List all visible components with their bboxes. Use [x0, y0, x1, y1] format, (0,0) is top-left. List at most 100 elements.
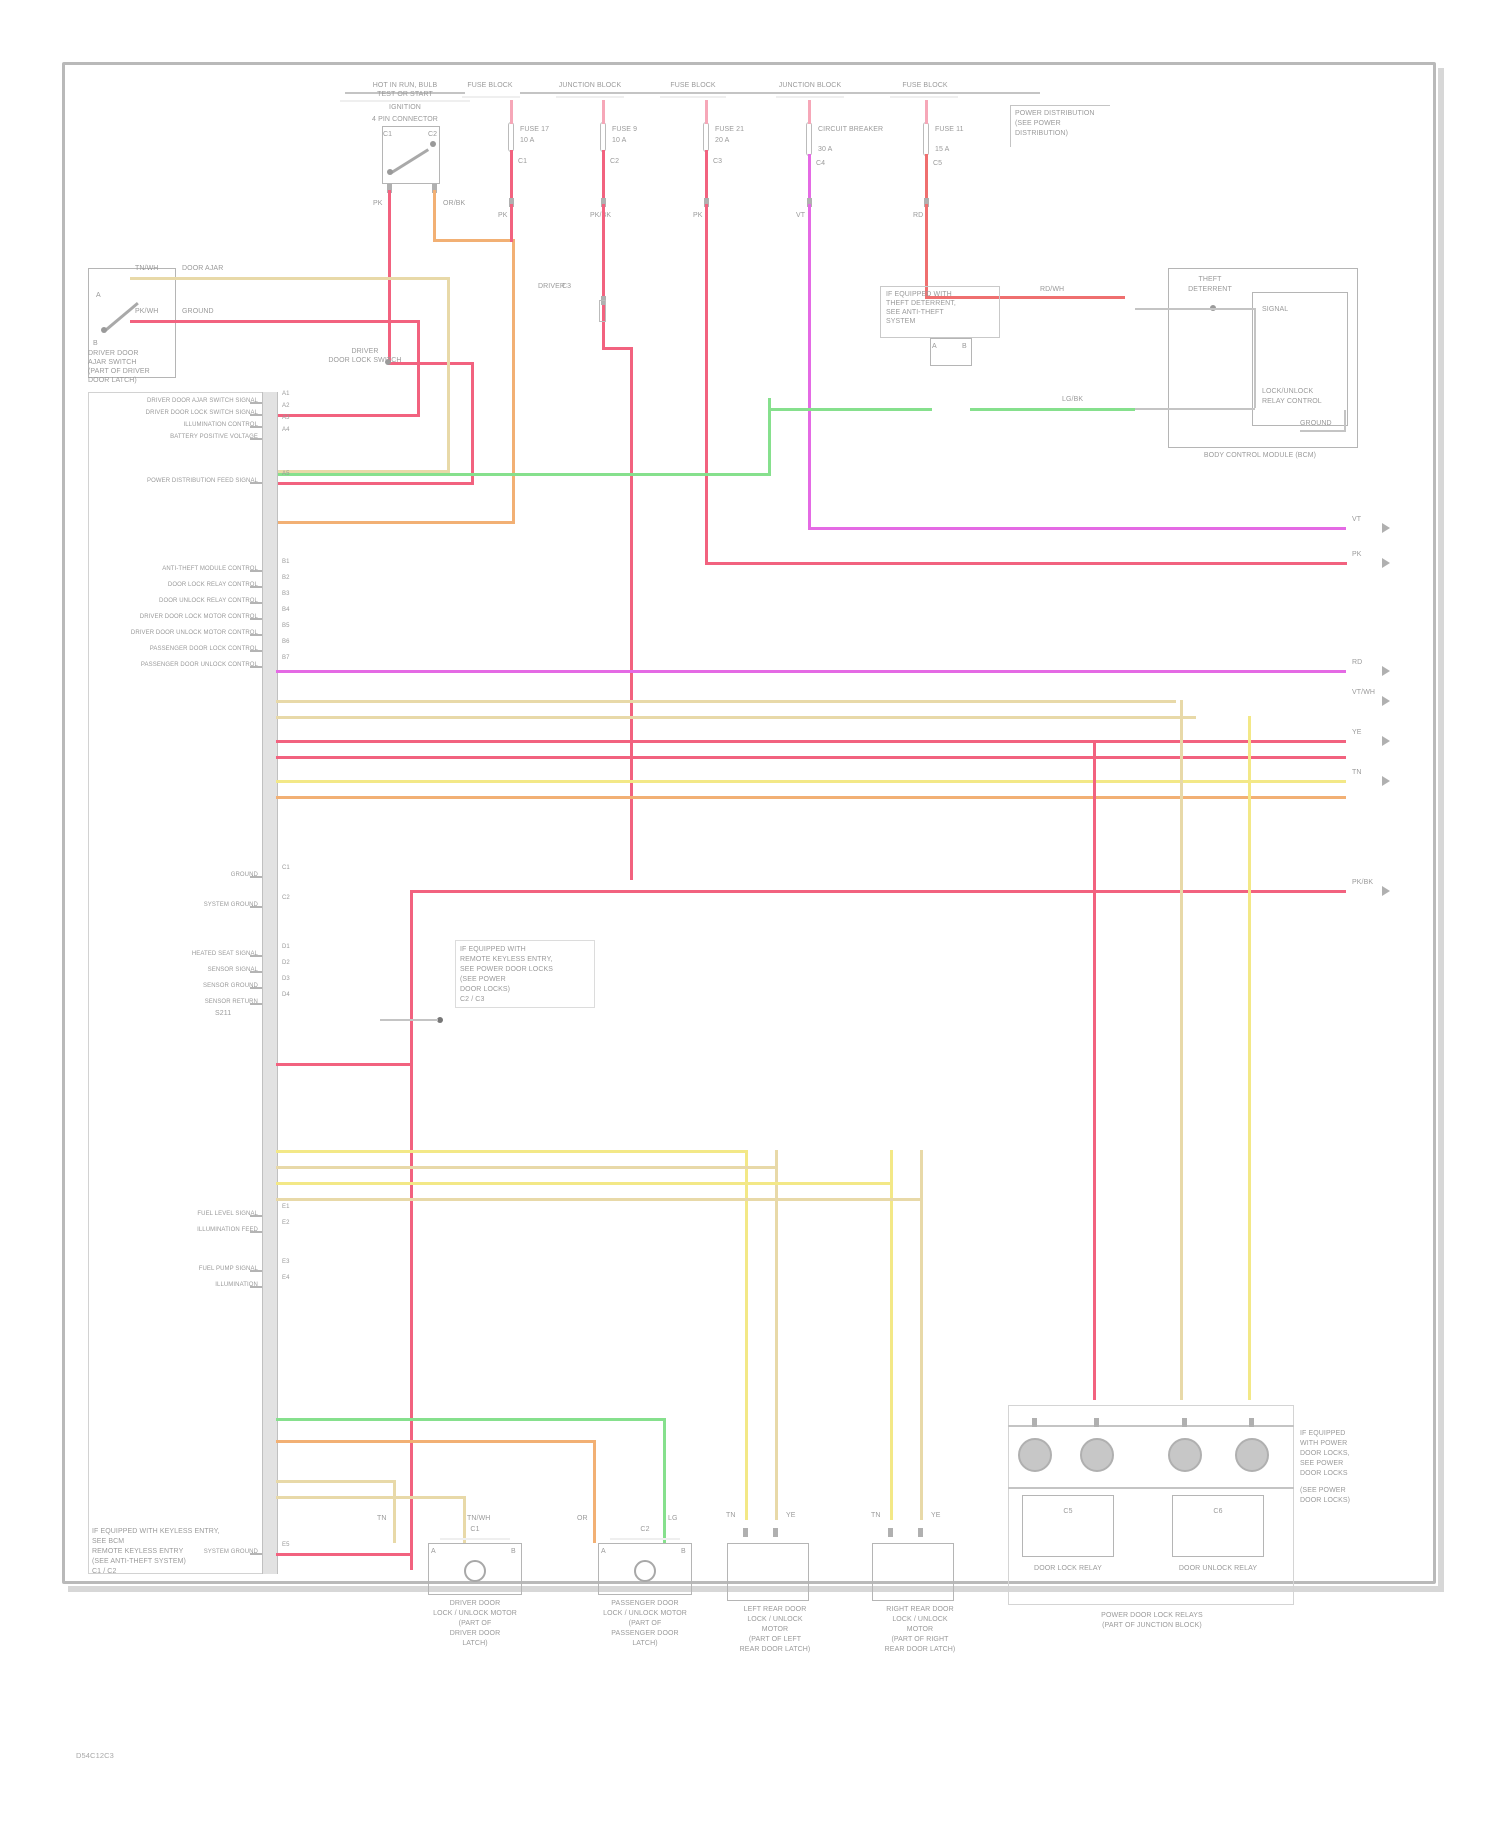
ignition-switch-contact [430, 141, 436, 147]
wire-yellow-bcm-out-2 [276, 1182, 891, 1185]
right-exit-arrow-icon [1382, 523, 1390, 533]
ignition-sub: IGNITION [389, 104, 421, 111]
fuse3-wire-down [705, 204, 708, 564]
bcm-footer-1: IF EQUIPPED WITH KEYLESS ENTRY, [92, 1528, 220, 1535]
fuse5-rule [890, 96, 958, 98]
fuse2-name: FUSE 9 [612, 126, 638, 133]
comp2-name-1: PASSENGER DOOR [611, 1600, 679, 1607]
theft-note-3: SEE ANTI-THEFT [886, 309, 944, 316]
wire-pink-ajar-down [417, 320, 420, 416]
fuse2-wire-down [602, 204, 605, 348]
comp1-conn-label: C1 [470, 1526, 480, 1533]
bcm-pin-tick [250, 402, 262, 404]
bcm-pin-tick [250, 1003, 262, 1005]
fuse3-name: FUSE 21 [715, 126, 745, 133]
wire-green-right [970, 408, 1135, 411]
bcm-right-sig-1: SIGNAL [1262, 306, 1289, 313]
bcm-pin-number: B1 [282, 559, 290, 565]
bcm-pin-label: PASSENGER DOOR LOCK CONTROL [149, 646, 258, 652]
right-exit-arrow-icon [1382, 558, 1390, 568]
comp2-name-2: LOCK / UNLOCK MOTOR [603, 1610, 687, 1617]
relay-side-note-7: DOOR LOCKS) [1300, 1497, 1351, 1504]
bcm-pin-label: POWER DISTRIBUTION FEED SIGNAL [146, 478, 258, 484]
relay-1-box [1022, 1495, 1114, 1557]
theft-green-label: LG/BK [1062, 396, 1084, 403]
bcm-pin-label: DRIVER DOOR UNLOCK MOTOR CONTROL [130, 630, 258, 636]
bcm-pin-number: B7 [282, 655, 290, 661]
comp1-connector-box [428, 1543, 522, 1595]
bcm-pin-label: HEATED SEAT SIGNAL [191, 951, 258, 957]
comp2-wire-left-label: OR [577, 1515, 588, 1522]
bcm-pin-label: PASSENGER DOOR UNLOCK CONTROL [140, 662, 258, 668]
relay-term-3 [1182, 1418, 1187, 1427]
bcm-right-sig-4: GROUND [1300, 420, 1332, 427]
fuse3-amp: 20 A [715, 137, 730, 144]
fuse4-wire-down [808, 204, 811, 529]
ignition-switch-pivot [387, 169, 393, 175]
center-note-5: DOOR LOCKS) [460, 986, 511, 993]
right-exit-arrow-icon [1382, 886, 1390, 896]
center-splice-label: S211 [215, 1010, 232, 1017]
bcm-pin-label: ILLUMINATION FEED [197, 1227, 258, 1233]
bcm-pin-number: D3 [282, 976, 290, 982]
bcm-pin-tick [250, 438, 262, 440]
wire-tan-lower-2 [276, 1496, 466, 1499]
relay-2-name: DOOR UNLOCK RELAY [1178, 1565, 1258, 1572]
bcm-pin-label: GROUND [230, 872, 258, 878]
comp3-wire-left-label: TN [726, 1512, 736, 1519]
wire-bundle-tan-1 [276, 700, 1176, 703]
door-ajar-title-2: AJAR SWITCH [88, 359, 137, 366]
bcm-pin-number: E1 [282, 1204, 290, 1210]
door-ajar-title-3: (PART OF DRIVER [88, 368, 150, 375]
bcm-pin-tick [250, 971, 262, 973]
fuse5-amp: 15 A [935, 146, 950, 153]
top-bus-line-left [345, 92, 465, 94]
wire-orange-lower [276, 1440, 596, 1443]
bcm-pin-tick [250, 1286, 262, 1288]
ignition-pin-left-label: C1 [383, 131, 393, 138]
fuse1-feed [510, 100, 513, 124]
door-ajar-title-4: DOOR LATCH) [88, 377, 137, 384]
center-note-6: C2 / C3 [460, 996, 485, 1003]
fuse2-amp: 10 A [612, 137, 627, 144]
right-exit-label: YE [1352, 729, 1362, 736]
riser-tan-rr [920, 1150, 923, 1520]
fuse3-terminal [704, 198, 709, 207]
fuse5-header: FUSE BLOCK [902, 82, 948, 89]
wire-bundle-tan-2 [276, 716, 1196, 719]
comp4-connector-box [872, 1543, 954, 1601]
right-exit-label: PK [1352, 551, 1362, 558]
comp1-name-1: DRIVER DOOR [449, 1600, 501, 1607]
bcm-pin-label: BATTERY POSITIVE VOLTAGE [170, 434, 258, 440]
comp2-name-4: PASSENGER DOOR [611, 1630, 679, 1637]
wire-pink-to-right-1 [705, 562, 1347, 565]
bcm-pin-tick [250, 876, 262, 878]
fuse3-out [705, 150, 708, 202]
comp4-wire-left-label: TN [871, 1512, 881, 1519]
right-exit-label: TN [1352, 769, 1362, 776]
bcm-right-sig-3: RELAY CONTROL [1262, 398, 1322, 405]
ignition-wire-right-label: OR/BK [443, 200, 466, 207]
fuse2-rule [556, 96, 624, 98]
bcm-pin-number: E3 [282, 1259, 290, 1265]
wire-red-to-module [925, 296, 1125, 299]
theft-note-box [880, 286, 1000, 338]
wire-tan-bcm-out [276, 1166, 776, 1169]
bcm-pin-tick [250, 955, 262, 957]
wire-violet-to-right [808, 527, 1346, 530]
comp4-name-4: (PART OF RIGHT [891, 1636, 949, 1643]
comp4-name-5: REAR DOOR LATCH) [884, 1646, 956, 1653]
ignition-header-rule [340, 100, 470, 102]
door-ajar-pin-bottom: B [93, 340, 98, 347]
bcm-pin-label: DRIVER DOOR LOCK MOTOR CONTROL [139, 614, 258, 620]
comp3-name-1: LEFT REAR DOOR [743, 1606, 807, 1613]
relay-term-4 [1249, 1418, 1254, 1427]
mid-switch-title-1: DRIVER [538, 283, 566, 290]
right-exit-label: PK/BK [1352, 879, 1374, 886]
right-exit-arrow-icon [1382, 736, 1390, 746]
relay-side-note-1: IF EQUIPPED [1300, 1430, 1346, 1437]
bcm-pin-tick [250, 1270, 262, 1272]
wire-tan-ajar [130, 277, 450, 280]
bcm-pin-tick [250, 650, 262, 652]
bcm-pin-number: C2 [282, 895, 290, 901]
